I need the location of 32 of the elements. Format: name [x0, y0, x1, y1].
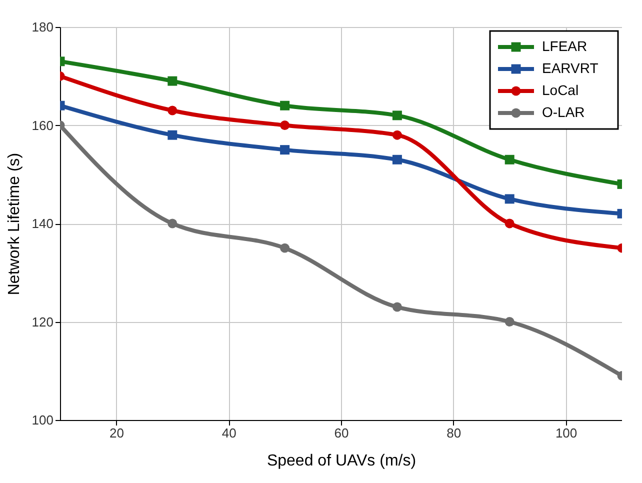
- x-tick-label: 60: [334, 426, 349, 440]
- point: [392, 130, 402, 140]
- legend-label: O-LAR: [542, 104, 585, 120]
- point: [168, 106, 178, 116]
- point: [280, 145, 290, 155]
- point: [168, 76, 178, 86]
- point: [392, 110, 402, 120]
- legend-label: EARVRT: [542, 60, 599, 76]
- x-tick-label: 40: [222, 426, 236, 440]
- point: [504, 218, 514, 228]
- x-axis-title: Speed of UAVs (m/s): [266, 452, 416, 470]
- point: [168, 218, 178, 228]
- point: [280, 120, 290, 130]
- point: [280, 243, 290, 253]
- point: [504, 194, 514, 204]
- x-tick-label: 20: [109, 426, 124, 440]
- point: [504, 154, 514, 164]
- y-tick-label: 160: [32, 118, 54, 133]
- y-tick-label: 140: [32, 216, 54, 231]
- point: [392, 154, 402, 164]
- point: [392, 302, 402, 312]
- y-axis-title: Network Lifetime (s): [6, 152, 23, 296]
- legend-label: LoCal: [542, 82, 579, 98]
- point: [280, 100, 290, 110]
- y-tick-label: 180: [32, 20, 54, 34]
- point: [504, 317, 514, 326]
- point: [168, 130, 178, 140]
- y-tick-label: 100: [32, 412, 54, 428]
- legend-label: LFEAR: [542, 38, 588, 54]
- x-tick-label: 100: [555, 426, 578, 440]
- x-tick-label: 80: [446, 426, 462, 440]
- y-tick-label: 120: [32, 314, 54, 330]
